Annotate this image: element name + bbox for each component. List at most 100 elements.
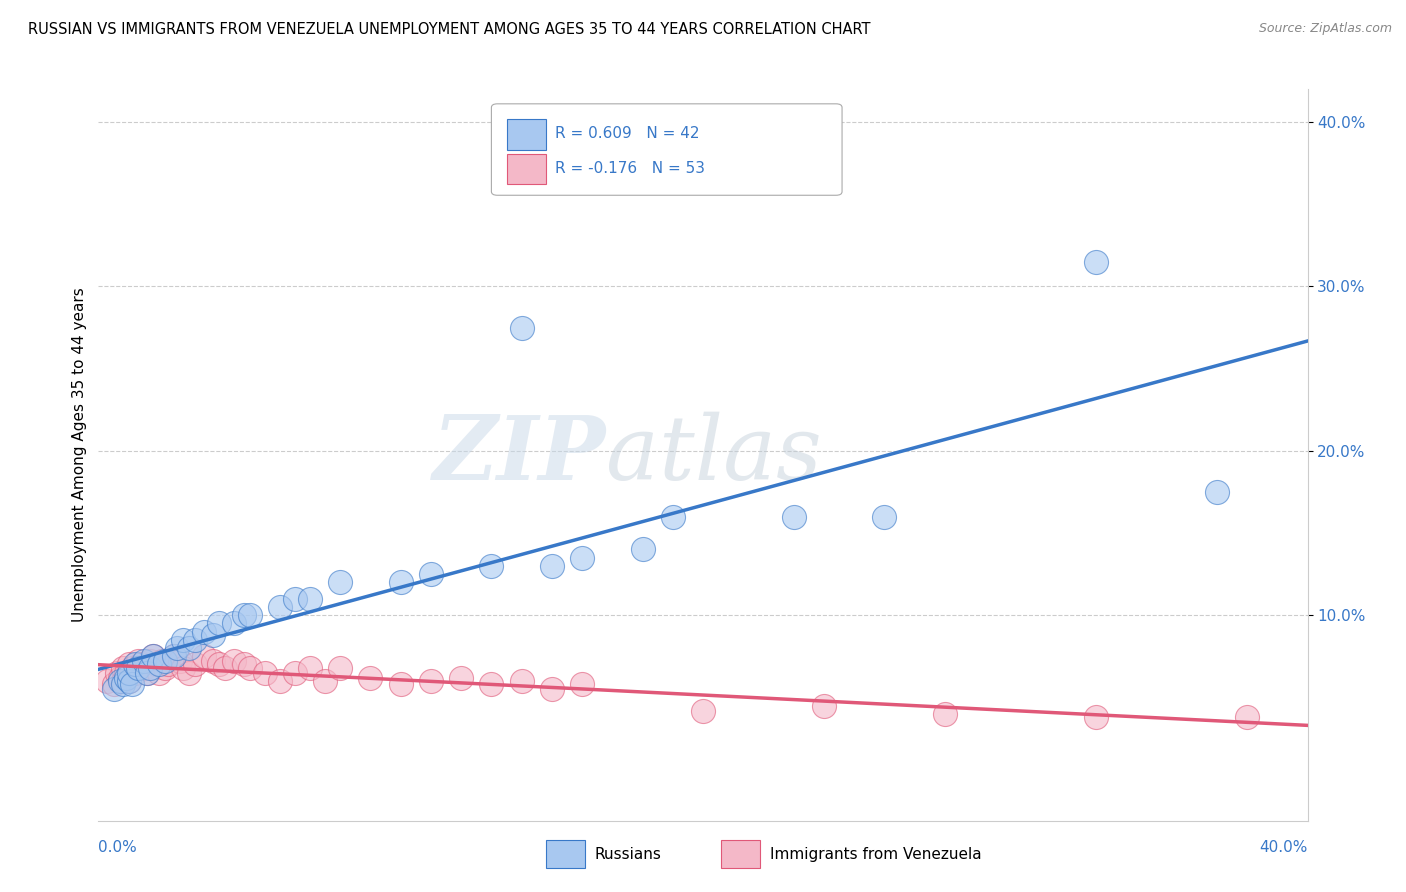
Point xyxy=(184,632,207,647)
Point xyxy=(873,509,896,524)
Point xyxy=(661,509,683,524)
Point xyxy=(269,673,291,688)
Point xyxy=(118,665,141,680)
Point xyxy=(329,575,352,590)
Point xyxy=(153,654,176,668)
Point xyxy=(510,673,533,688)
FancyBboxPatch shape xyxy=(492,103,842,195)
Point xyxy=(172,661,194,675)
Point xyxy=(153,661,176,675)
Point xyxy=(127,661,149,675)
Point xyxy=(232,657,254,672)
Point xyxy=(108,673,131,688)
Point xyxy=(934,706,956,721)
Point xyxy=(118,673,141,688)
Text: RUSSIAN VS IMMIGRANTS FROM VENEZUELA UNEMPLOYMENT AMONG AGES 35 TO 44 YEARS CORR: RUSSIAN VS IMMIGRANTS FROM VENEZUELA UNE… xyxy=(28,22,870,37)
Point xyxy=(239,608,262,623)
Point xyxy=(253,665,276,680)
Point xyxy=(224,616,246,631)
Text: R = 0.609   N = 42: R = 0.609 N = 42 xyxy=(555,127,700,141)
Point xyxy=(148,665,170,680)
Point xyxy=(111,661,134,675)
Point xyxy=(124,665,146,680)
Point xyxy=(111,673,134,688)
Point xyxy=(314,673,336,688)
Point xyxy=(166,641,188,656)
Point xyxy=(232,608,254,623)
Point xyxy=(631,542,654,557)
Text: Immigrants from Venezuela: Immigrants from Venezuela xyxy=(769,847,981,862)
Point xyxy=(571,550,593,565)
Point xyxy=(108,671,131,685)
Point xyxy=(96,673,118,688)
Point xyxy=(124,657,146,672)
Point xyxy=(481,558,503,573)
Point xyxy=(150,654,173,668)
Point xyxy=(118,673,141,688)
Point xyxy=(142,649,165,664)
Point xyxy=(269,599,291,614)
Point xyxy=(118,657,141,672)
Point xyxy=(163,649,186,664)
Point xyxy=(202,628,225,642)
Point xyxy=(148,657,170,672)
Point xyxy=(389,677,412,691)
Point xyxy=(105,665,128,680)
Point xyxy=(129,657,152,672)
Bar xyxy=(508,120,546,150)
Text: Source: ZipAtlas.com: Source: ZipAtlas.com xyxy=(1258,22,1392,36)
Point xyxy=(193,649,215,664)
Point xyxy=(299,591,322,606)
Point xyxy=(145,657,167,672)
Point xyxy=(419,567,441,582)
Point xyxy=(184,657,207,672)
Point xyxy=(135,665,157,680)
Text: ZIP: ZIP xyxy=(433,412,606,498)
Point xyxy=(419,673,441,688)
Point xyxy=(172,632,194,647)
Point xyxy=(111,677,134,691)
Point xyxy=(132,654,155,668)
Point xyxy=(510,320,533,334)
Point xyxy=(202,654,225,668)
Text: 0.0%: 0.0% xyxy=(98,840,138,855)
Point xyxy=(208,616,231,631)
Point xyxy=(114,665,136,680)
Point xyxy=(299,661,322,675)
Point xyxy=(571,677,593,691)
Point xyxy=(540,558,562,573)
Point xyxy=(193,624,215,639)
Text: R = -0.176   N = 53: R = -0.176 N = 53 xyxy=(555,161,706,176)
Text: Russians: Russians xyxy=(595,847,661,862)
Y-axis label: Unemployment Among Ages 35 to 44 years: Unemployment Among Ages 35 to 44 years xyxy=(72,287,87,623)
Point xyxy=(127,654,149,668)
Point xyxy=(450,671,472,685)
Point xyxy=(121,677,143,691)
Point xyxy=(389,575,412,590)
Point xyxy=(284,665,307,680)
Point xyxy=(142,649,165,664)
Point xyxy=(1085,710,1108,724)
Point xyxy=(224,654,246,668)
Point xyxy=(121,661,143,675)
Text: 40.0%: 40.0% xyxy=(1260,840,1308,855)
Point xyxy=(177,641,201,656)
Point xyxy=(103,677,125,691)
Point xyxy=(114,671,136,685)
Point xyxy=(156,657,179,672)
Point xyxy=(1236,710,1258,724)
Point xyxy=(103,682,125,697)
Point xyxy=(329,661,352,675)
Point xyxy=(1206,484,1229,499)
Point xyxy=(169,654,191,668)
Bar xyxy=(721,840,759,868)
Point xyxy=(360,671,382,685)
Point xyxy=(132,661,155,675)
Point xyxy=(813,698,835,713)
Point xyxy=(1085,254,1108,268)
Point xyxy=(239,661,262,675)
Point xyxy=(163,649,186,664)
Bar xyxy=(546,840,585,868)
Text: atlas: atlas xyxy=(606,411,823,499)
Point xyxy=(540,682,562,697)
